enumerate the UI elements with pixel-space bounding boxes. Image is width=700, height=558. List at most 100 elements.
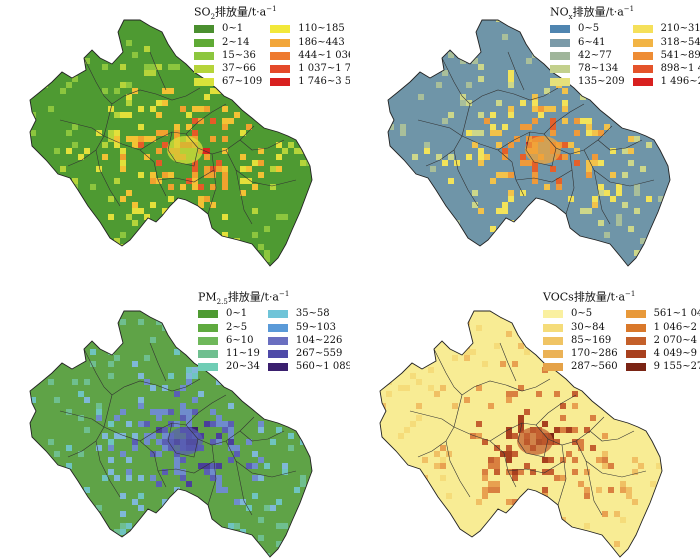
emission-cell — [180, 214, 186, 220]
legend-item: 0~1 — [198, 309, 260, 320]
emission-cell — [626, 487, 632, 493]
legend-item: 2~5 — [198, 322, 260, 333]
emission-cell — [640, 100, 646, 106]
emission-cell — [646, 142, 652, 148]
emission-cell — [380, 523, 386, 529]
emission-cell — [490, 226, 496, 232]
emission-cell — [132, 142, 138, 148]
district-border — [59, 119, 105, 137]
emission-cell — [96, 445, 102, 451]
emission-cell — [584, 547, 590, 553]
emission-cell — [96, 250, 102, 256]
legend-swatch — [550, 51, 570, 60]
emission-cell — [506, 457, 512, 463]
emission-cell — [560, 415, 566, 421]
emission-cell — [120, 511, 126, 517]
emission-cell — [108, 445, 114, 451]
emission-cell — [210, 409, 216, 415]
emission-cell — [204, 469, 210, 475]
emission-cell — [572, 403, 578, 409]
emission-cell — [434, 463, 440, 469]
legend-swatch — [198, 323, 218, 332]
emission-cell — [162, 208, 168, 214]
emission-cell — [108, 439, 114, 445]
emission-cell — [222, 118, 228, 124]
emission-cell — [192, 178, 198, 184]
emission-cell — [628, 148, 634, 154]
emission-cell — [150, 409, 156, 415]
emission-cell — [446, 337, 452, 343]
legend-label: 560~1 089 — [295, 361, 350, 373]
legend-grid: 0~1 35~58 2~5 59~103 6~10 104~226 11~19 267~559… — [198, 309, 350, 373]
emission-cell — [180, 457, 186, 463]
emission-cell — [488, 457, 494, 463]
emission-cell — [150, 385, 156, 391]
emission-cell — [120, 493, 126, 499]
emission-cell — [216, 487, 222, 493]
emission-cell — [258, 148, 264, 154]
emission-cell — [258, 244, 264, 250]
emission-cell — [276, 553, 282, 557]
legend-label: 6~10 — [226, 334, 254, 346]
legend-swatch — [267, 336, 288, 345]
emission-cell — [30, 250, 36, 256]
emission-cell — [428, 505, 434, 511]
emission-cell — [398, 343, 404, 349]
emission-cell — [560, 475, 566, 481]
emission-cell — [66, 463, 72, 469]
emission-cell — [234, 451, 240, 457]
emission-cell — [652, 238, 658, 244]
emission-cell — [508, 70, 514, 76]
emission-cell — [476, 433, 482, 439]
emission-cell — [144, 136, 150, 142]
emission-cell — [502, 202, 508, 208]
emission-cell — [30, 397, 36, 403]
emission-cell — [186, 373, 192, 379]
emission-cell — [562, 154, 568, 160]
legend-grid: 0~5 210~317 6~41 318~540 42~77 541~897 78~134 8… — [550, 24, 700, 88]
emission-cell — [632, 547, 638, 553]
emission-cell — [216, 166, 222, 172]
emission-cell — [656, 511, 662, 517]
emission-cell — [550, 106, 556, 112]
emission-cell — [608, 553, 614, 557]
emission-cell — [464, 355, 470, 361]
emission-cell — [228, 118, 234, 124]
emission-cell — [596, 385, 602, 391]
emission-cell — [400, 20, 406, 22]
legend-item: 6~10 — [198, 335, 260, 346]
emission-cell — [66, 445, 72, 451]
emission-cell — [628, 268, 634, 274]
emission-cell — [204, 463, 210, 469]
emission-cell — [72, 379, 78, 385]
district-border — [149, 51, 167, 91]
legend-swatch — [267, 350, 288, 358]
emission-cell — [452, 355, 458, 361]
emission-cell — [584, 493, 590, 499]
emission-cell — [448, 262, 454, 266]
emission-cell — [312, 250, 318, 256]
emission-cell — [596, 457, 602, 463]
emission-cell — [36, 250, 42, 256]
emission-cell — [156, 427, 162, 433]
legend-item: 541~897 — [632, 50, 700, 61]
emission-cell — [386, 361, 392, 367]
legend-item: 0~5 — [550, 24, 625, 35]
emission-cell — [622, 106, 628, 112]
emission-cell — [584, 523, 590, 529]
legend-label: 444~1 036 — [298, 49, 350, 61]
district-border — [433, 348, 463, 396]
emission-cell — [108, 214, 114, 220]
emission-cell — [634, 250, 640, 256]
emission-cell — [494, 457, 500, 463]
emission-cell — [592, 202, 598, 208]
emission-cell — [126, 112, 132, 118]
emission-cell — [198, 202, 204, 208]
emission-cell — [126, 214, 132, 220]
emission-cell — [198, 517, 204, 523]
emission-cell — [656, 463, 662, 469]
emission-cell — [566, 451, 572, 457]
emission-cell — [162, 469, 168, 475]
district-border — [461, 135, 525, 197]
legend-item: 2~14 — [194, 37, 262, 48]
